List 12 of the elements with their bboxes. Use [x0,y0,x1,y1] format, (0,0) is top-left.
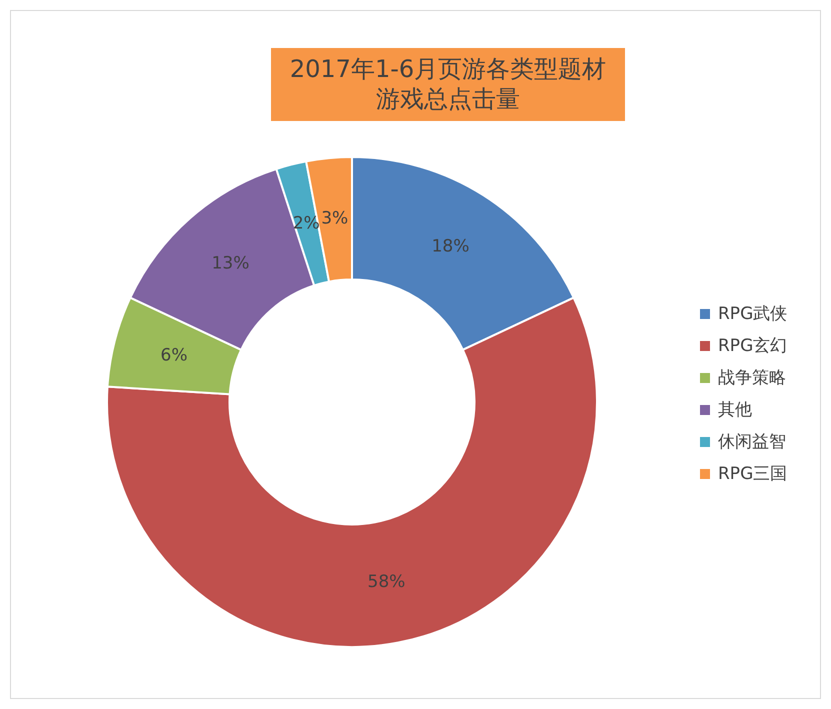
chart-title: 2017年1-6月页游各类型题材游戏总点击量 [271,48,625,121]
data-label: 58% [368,572,406,592]
data-label: 6% [160,346,188,366]
data-label: 3% [321,208,348,228]
legend-label: 休闲益智 [717,431,787,454]
legend-label: 战争策略 [717,367,787,390]
legend-label: RPG三国 [717,463,788,486]
legend-label: RPG玄幻 [717,335,788,358]
legend-label: RPG武侠 [717,303,788,326]
data-label: 18% [432,236,470,256]
data-label: 13% [212,254,250,274]
legend-label: 其他 [717,399,753,422]
